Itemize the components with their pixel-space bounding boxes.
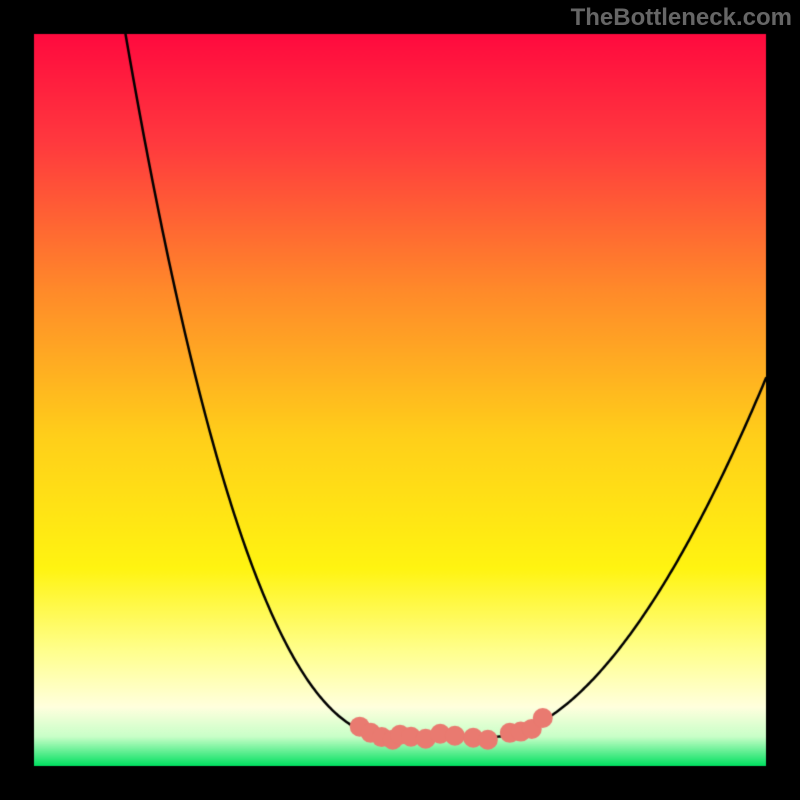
chart-container: TheBottleneck.com bbox=[0, 0, 800, 800]
watermark-text: TheBottleneck.com bbox=[571, 4, 792, 32]
bottleneck-chart-canvas bbox=[0, 0, 800, 800]
